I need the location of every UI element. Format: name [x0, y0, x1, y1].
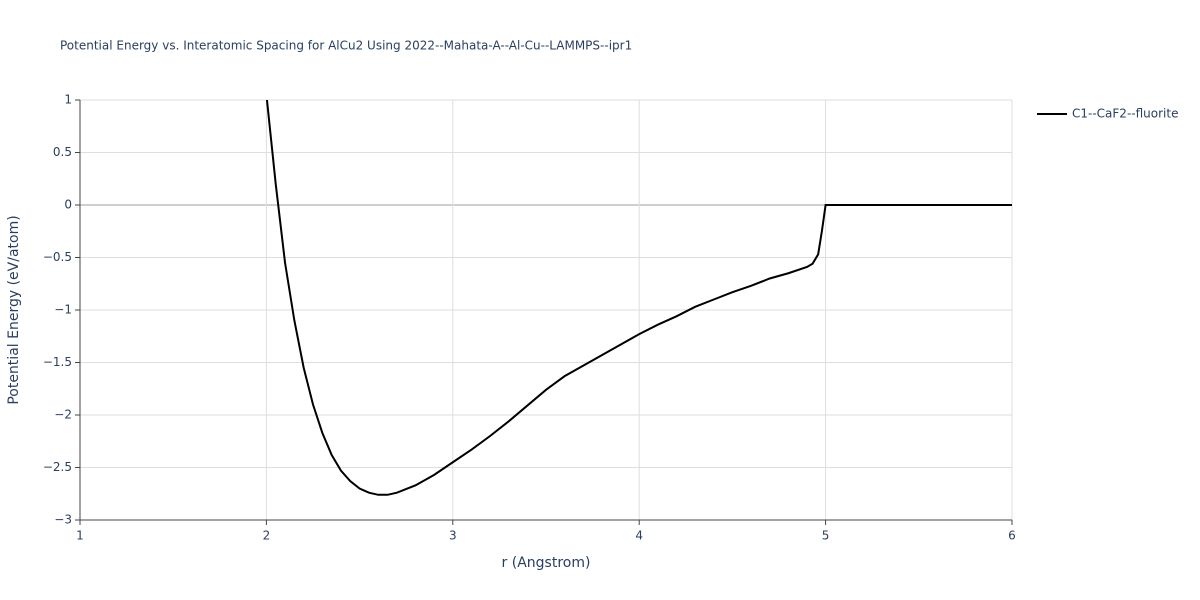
y-axis-label: Potential Energy (eV/atom)	[6, 215, 22, 404]
y-tick-label: −3	[54, 513, 72, 527]
x-tick-label: 3	[449, 529, 457, 543]
y-tick-label: −2	[54, 408, 72, 422]
y-tick-label: −0.5	[43, 250, 72, 264]
y-tick-label: −1	[54, 303, 72, 317]
legend-label: C1--CaF2--fluorite	[1072, 107, 1178, 121]
x-tick-label: 4	[635, 529, 643, 543]
x-axis-label: r (Angstrom)	[502, 555, 591, 571]
x-tick-label: 5	[822, 529, 830, 543]
y-tick-label: 0	[64, 198, 72, 212]
y-tick-label: 1	[64, 93, 72, 107]
x-tick-label: 1	[76, 529, 84, 543]
chart-title: Potential Energy vs. Interatomic Spacing…	[60, 39, 632, 53]
line-series	[265, 99, 1012, 496]
x-tick-label: 2	[263, 529, 271, 543]
y-tick-label: −1.5	[43, 355, 72, 369]
x-tick-label: 6	[1008, 529, 1016, 543]
y-tick-label: 0.5	[53, 145, 72, 159]
y-tick-label: −2.5	[43, 460, 72, 474]
